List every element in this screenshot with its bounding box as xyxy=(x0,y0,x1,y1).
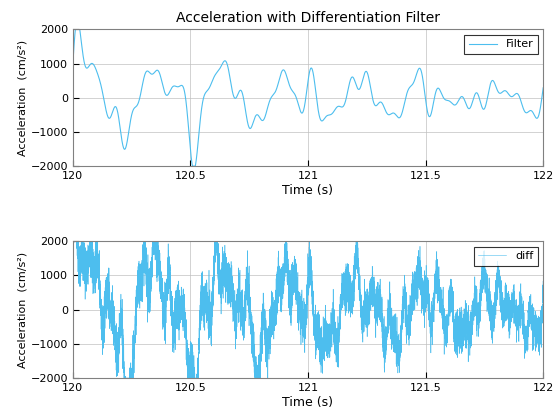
Filter xyxy=(189,163,196,168)
diff xyxy=(120,375,127,381)
diff xyxy=(69,260,76,265)
Filter xyxy=(69,63,76,68)
Filter xyxy=(267,96,274,101)
Y-axis label: Acceleration  (cm/s²): Acceleration (cm/s²) xyxy=(18,40,27,156)
Line: diff: diff xyxy=(73,241,543,378)
Filter xyxy=(293,96,300,101)
Filter xyxy=(502,88,509,93)
diff xyxy=(162,312,169,318)
X-axis label: Time (s): Time (s) xyxy=(282,396,334,409)
diff xyxy=(515,308,522,313)
diff xyxy=(89,268,96,273)
Legend: Filter: Filter xyxy=(464,35,538,54)
Filter xyxy=(412,77,418,82)
diff xyxy=(72,239,78,244)
diff xyxy=(70,239,77,244)
diff xyxy=(97,305,104,310)
Filter xyxy=(540,85,547,90)
diff xyxy=(300,329,306,334)
diff xyxy=(540,299,547,304)
Filter xyxy=(526,109,533,114)
Title: Acceleration with Differentiation Filter: Acceleration with Differentiation Filter xyxy=(176,11,440,26)
Filter xyxy=(271,91,278,96)
Legend: diff: diff xyxy=(474,247,538,266)
X-axis label: Time (s): Time (s) xyxy=(282,184,334,197)
Filter xyxy=(72,27,79,32)
Line: Filter: Filter xyxy=(73,29,543,166)
Y-axis label: Acceleration  (cm/s²): Acceleration (cm/s²) xyxy=(18,252,27,368)
